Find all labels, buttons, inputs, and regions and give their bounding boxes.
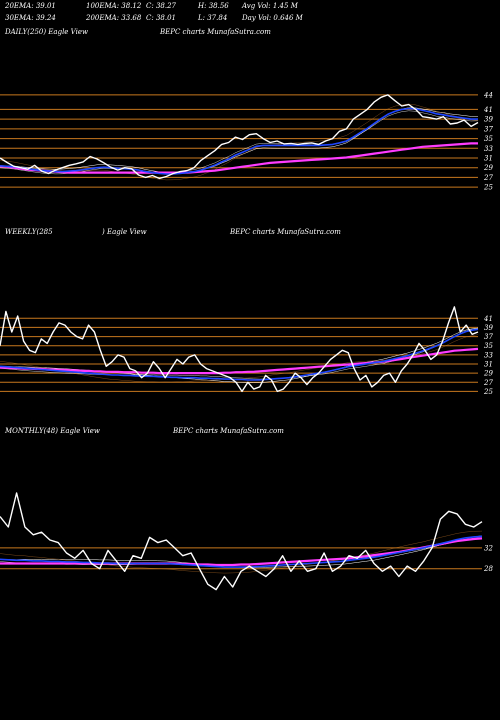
weekly-ema-fast-line (0, 328, 479, 381)
daily-ema-long-line (0, 142, 478, 174)
daily-tick-label: 31 (484, 155, 493, 163)
daily-tick-label: 41 (483, 106, 493, 114)
header-low: L: 37.84 (198, 14, 228, 22)
weekly-tick-label: 29 (483, 370, 493, 378)
header-close: C: 38.27 (146, 2, 176, 10)
daily-tick-label: 37 (484, 125, 493, 133)
daily-tick-label: 35 (484, 135, 493, 143)
header-100ema: 100EMA: 38.12 (86, 2, 142, 10)
header-200ema: 200EMA: 33.68 (86, 14, 142, 22)
monthly-ema-fast-line (0, 535, 483, 568)
weekly-panel-site: BEPC charts MunafaSutra.com (230, 228, 341, 236)
weekly-ema-long-line (0, 347, 479, 375)
header-close-2: C: 38.01 (146, 14, 176, 22)
weekly-tick-label: 37 (484, 333, 493, 341)
header-30ema: 30EMA: 39.24 (5, 14, 56, 22)
daily-tick-label: 39 (484, 116, 493, 124)
weekly-tick-label: 39 (484, 324, 493, 332)
daily-panel-site: BEPC charts MunafaSutra.com (160, 28, 271, 36)
weekly-tick-label: 27 (483, 379, 493, 387)
daily-tick-label: 33 (484, 145, 493, 153)
weekly-price-line (0, 306, 479, 393)
weekly-panel-label: WEEKLY(285 (5, 228, 53, 236)
daily-tick-label: 25 (483, 184, 493, 192)
header-20ema: 20EMA: 39.01 (5, 2, 56, 10)
header-day-vol: Day Vol: 0.646 M (242, 14, 303, 22)
weekly-tick-label: 35 (484, 342, 493, 350)
daily-price-line (0, 94, 479, 180)
monthly-panel-label: MONTHLY(48) Eagle View (5, 427, 100, 435)
weekly-tick-label: 33 (484, 351, 493, 359)
monthly-tick-label: 28 (483, 565, 493, 573)
monthly-panel-site: BEPC charts MunafaSutra.com (173, 427, 284, 435)
header-high: H: 38.56 (198, 2, 229, 10)
daily-tick-label: 44 (483, 91, 493, 99)
daily-thin-ema-line (0, 107, 479, 174)
daily-ema-fast-line (0, 107, 478, 175)
daily-tick-label: 29 (483, 164, 493, 172)
daily-tick-label: 27 (483, 174, 493, 182)
monthly-price-line (0, 492, 483, 591)
weekly-tick-label: 25 (483, 388, 493, 396)
monthly-tick-label: 32 (484, 544, 493, 552)
daily-panel-label: DAILY(250) Eagle View (5, 28, 88, 36)
header-avg-vol: Avg Vol: 1.45 M (242, 2, 298, 10)
weekly-panel-label-2: ) Eagle View (102, 228, 147, 236)
weekly-tick-label: 41 (483, 315, 493, 323)
weekly-tick-label: 31 (484, 361, 493, 369)
